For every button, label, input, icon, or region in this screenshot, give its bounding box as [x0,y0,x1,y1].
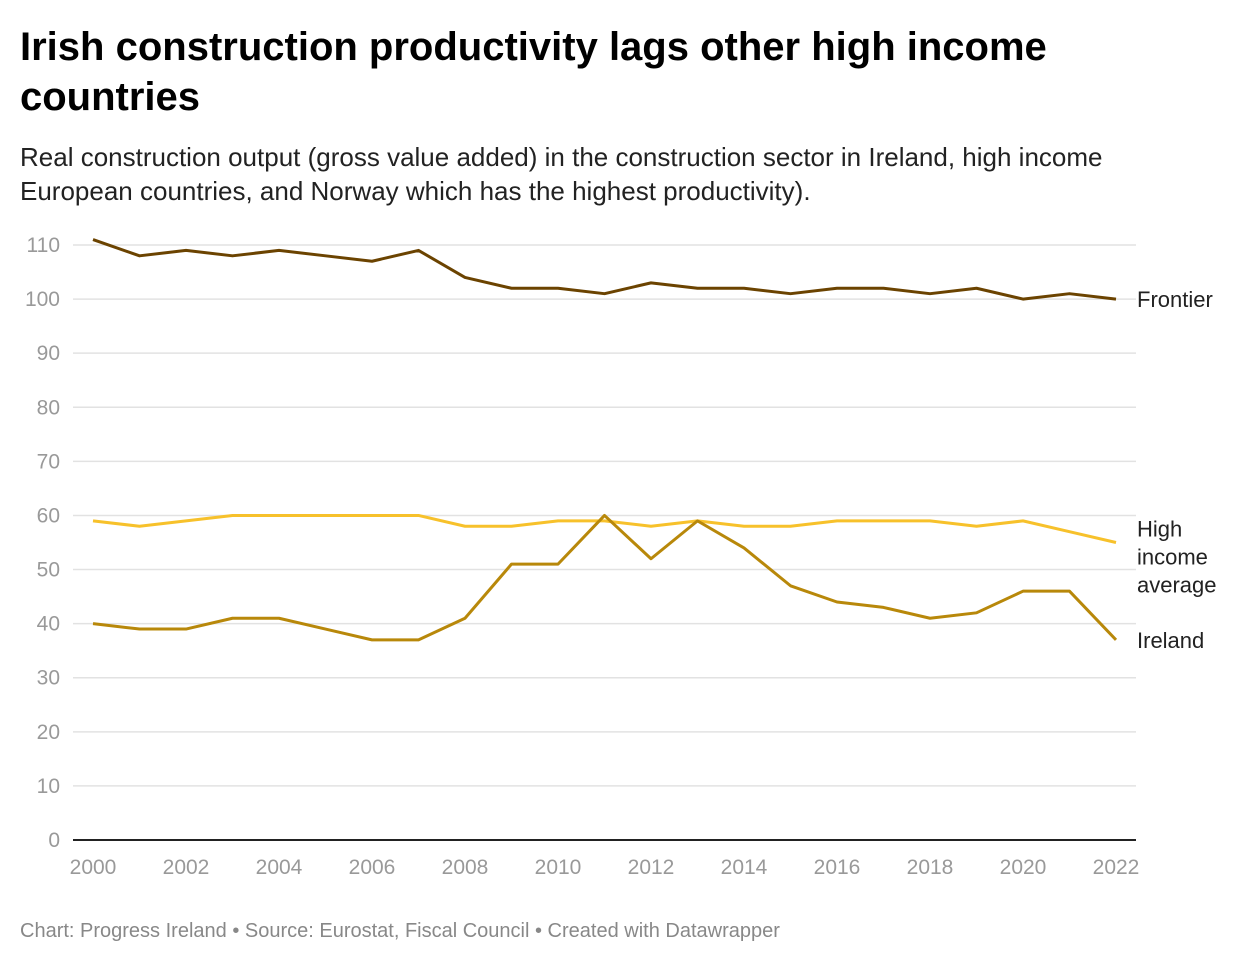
x-tick-label: 2004 [256,856,303,879]
chart-footer: Chart: Progress Ireland • Source: Eurost… [20,920,780,942]
x-tick-label: 2006 [349,856,396,879]
series-line-ireland [92,513,1118,642]
y-tick-label: 10 [37,775,60,798]
x-tick-label: 2010 [535,856,582,879]
y-tick-label: 100 [25,288,60,311]
y-tick-label: 90 [37,342,60,365]
x-tick-label: 2008 [442,856,489,879]
x-tick-label: 2000 [70,856,117,879]
x-tick-label: 2014 [721,856,768,879]
series-label: Ireland [1137,628,1204,653]
x-tick-label: 2016 [814,856,861,879]
y-tick-label: 110 [27,234,60,257]
x-tick-label: 2020 [1000,856,1047,879]
x-tick-label: 2012 [628,856,675,879]
y-tick-label: 70 [37,450,60,473]
series-line-frontier [92,238,1117,301]
y-tick-label: 80 [37,396,60,419]
series-line-high-income-average [92,513,1117,544]
x-tick-label: 2018 [907,856,954,879]
y-tick-label: 60 [37,504,60,527]
y-tick-label: 50 [37,559,60,582]
y-tick-label: 30 [37,667,60,690]
series-label: income [1137,545,1208,570]
x-tick-label: 2002 [163,856,210,879]
line-chart: 0 10 20 30 40 50 60 70 80 90 100 110 2000 2002 2004 200… [25,234,1217,879]
series-label: Frontier [1137,287,1213,312]
series-label: average [1137,573,1217,598]
chart-subtitle: Real construction output (gross value ad… [20,142,1103,206]
series-label: High [1137,517,1182,542]
chart-title: Irish construction productivity lags oth… [20,25,1047,119]
y-tick-label: 20 [37,721,60,744]
y-tick-label: 0 [48,829,60,852]
y-tick-label: 40 [37,613,60,636]
x-tick-label: 2022 [1093,856,1140,879]
